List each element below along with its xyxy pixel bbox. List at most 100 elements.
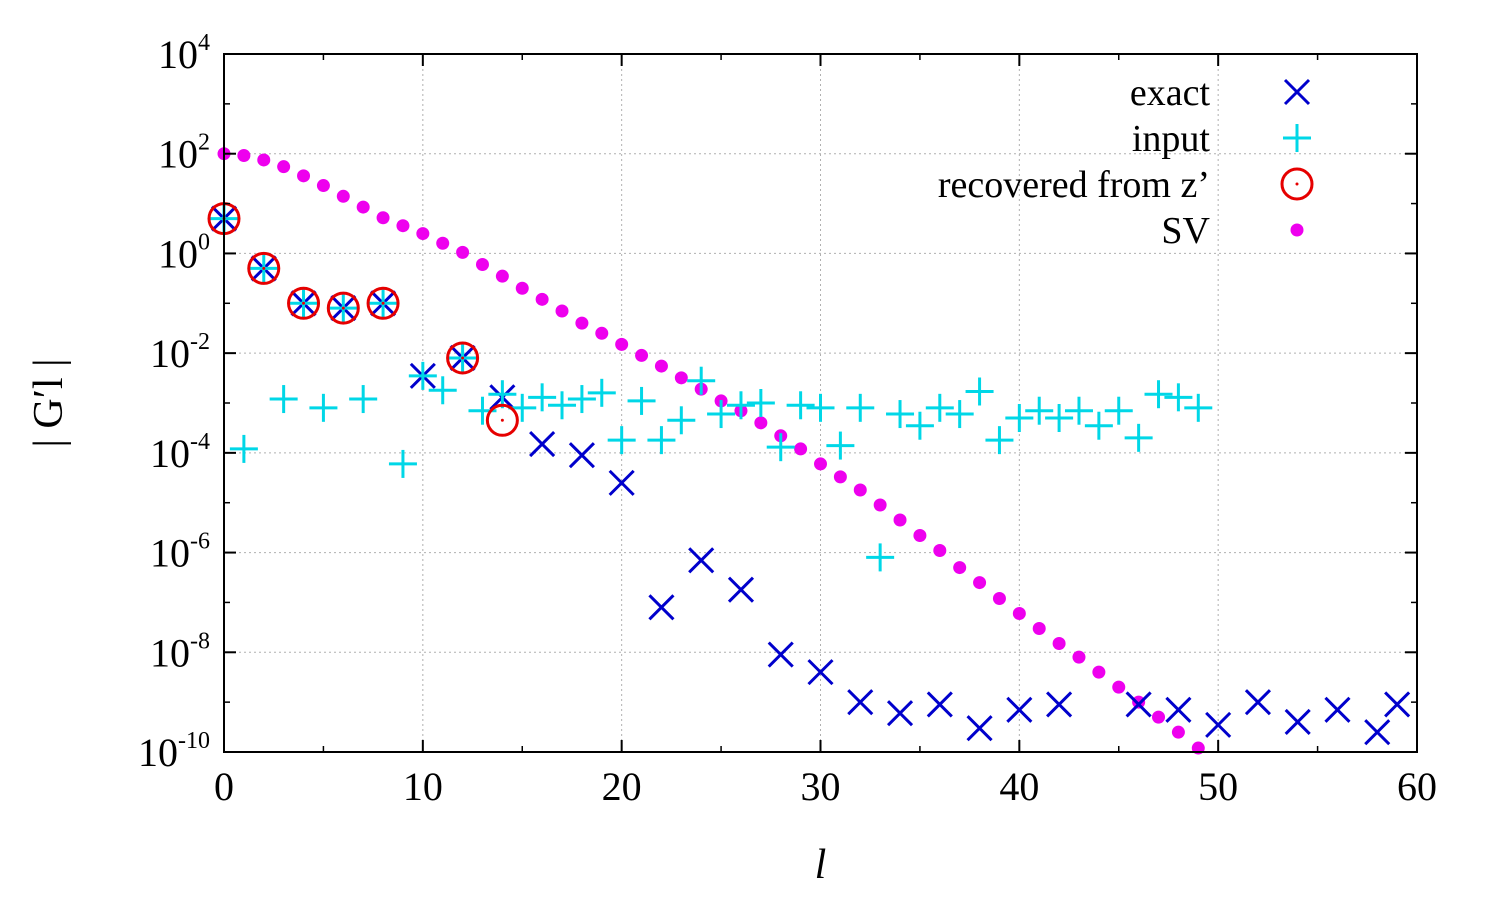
input-point: [766, 433, 795, 462]
sv-point: [555, 304, 569, 318]
y-tick-label: 10-6: [150, 529, 210, 576]
input-point: [548, 391, 577, 420]
sv-point: [794, 442, 808, 456]
sv-point: [635, 348, 649, 362]
sv-point: [575, 316, 589, 330]
legend-item-sv: SV: [1161, 210, 1304, 252]
sv-point: [495, 269, 509, 283]
exact-point: [529, 431, 556, 458]
input-point: [1045, 404, 1074, 433]
sv-point: [873, 498, 887, 512]
legend-item-input: input: [1132, 118, 1311, 160]
input-point: [707, 400, 736, 429]
sv-point: [833, 470, 847, 484]
sv-point: [893, 513, 907, 527]
input-point: [388, 449, 417, 478]
exact-point: [648, 594, 675, 621]
sv-point: [595, 326, 609, 340]
input-point: [428, 376, 457, 405]
y-axis-label: | G′l |: [26, 358, 72, 447]
exact-point: [568, 442, 595, 469]
x-axis-label: l: [815, 842, 827, 888]
exact-point: [688, 547, 715, 574]
input-point: [1124, 423, 1153, 452]
x-tick-label: 0: [214, 764, 234, 809]
chart-marks: [207, 147, 1411, 755]
sv-point: [297, 169, 311, 183]
sv-point: [615, 337, 629, 351]
y-tick-label: 104: [158, 30, 210, 77]
input-point: [349, 385, 378, 414]
input-point: [985, 426, 1014, 455]
sv-point: [515, 281, 529, 295]
legend-label: input: [1132, 118, 1211, 160]
x-tick-label: 20: [602, 764, 642, 809]
sv-point: [456, 245, 470, 259]
input-point: [269, 385, 298, 414]
sv-point: [316, 179, 330, 193]
sv-point: [853, 483, 867, 497]
recovered-from-z-point: [287, 286, 321, 320]
exact-point: [847, 689, 874, 716]
sv-point: [535, 292, 549, 306]
sv-point: [1132, 695, 1146, 709]
exact-point: [966, 715, 993, 742]
input-point: [1025, 396, 1054, 425]
input-point: [826, 431, 855, 460]
sv-point: [257, 153, 271, 167]
input-point: [846, 393, 875, 422]
input-point: [945, 400, 974, 429]
input-point: [408, 361, 437, 390]
input-point: [726, 391, 755, 420]
legend-marker: [1283, 78, 1311, 106]
legend-marker: [1290, 223, 1304, 237]
input-point: [528, 383, 557, 412]
input-point: [687, 366, 716, 395]
legend-label: exact: [1130, 72, 1211, 114]
series-input: [210, 204, 1213, 572]
input-point: [1184, 393, 1213, 422]
input-point: [567, 385, 596, 414]
exact-point: [727, 576, 755, 603]
legend-marker: [1280, 167, 1314, 201]
exact-point: [1284, 708, 1311, 736]
input-point: [965, 377, 994, 406]
input-point: [1064, 396, 1093, 425]
x-tick-label: 30: [801, 764, 841, 809]
series-sv: [217, 147, 1205, 755]
exact-point: [1384, 691, 1411, 718]
input-point: [309, 393, 338, 422]
recovered-from-z-point: [326, 291, 360, 325]
sv-point: [1092, 665, 1106, 679]
input-point: [866, 543, 895, 572]
exact-point: [1244, 689, 1271, 716]
sv-point: [1052, 637, 1066, 651]
sv-point: [1171, 725, 1185, 739]
sv-point: [1112, 680, 1126, 694]
sv-point: [277, 160, 291, 174]
input-point: [905, 411, 934, 440]
recovered-from-z-point: [446, 341, 480, 375]
y-tick-label: 102: [158, 130, 210, 177]
input-point: [1164, 383, 1193, 412]
axis-ticks: [223, 53, 1418, 753]
y-tick-label: 10-2: [150, 329, 210, 376]
sv-point: [992, 591, 1006, 605]
exact-point: [1125, 691, 1152, 718]
sv-point: [913, 528, 927, 542]
recovered-from-z-point: [247, 251, 281, 285]
sv-point: [674, 371, 688, 385]
sv-point: [436, 236, 450, 250]
exact-point: [767, 641, 794, 668]
exact-point: [926, 691, 953, 718]
exact-point: [1324, 696, 1351, 723]
sv-point: [973, 576, 987, 590]
legend-item-exact: exact: [1130, 72, 1311, 114]
exact-point: [1006, 696, 1033, 723]
sv-point: [754, 416, 768, 430]
exact-point: [1205, 711, 1232, 738]
exact-point: [1046, 691, 1073, 718]
sv-point: [654, 359, 668, 373]
x-tick-label: 60: [1397, 764, 1437, 809]
